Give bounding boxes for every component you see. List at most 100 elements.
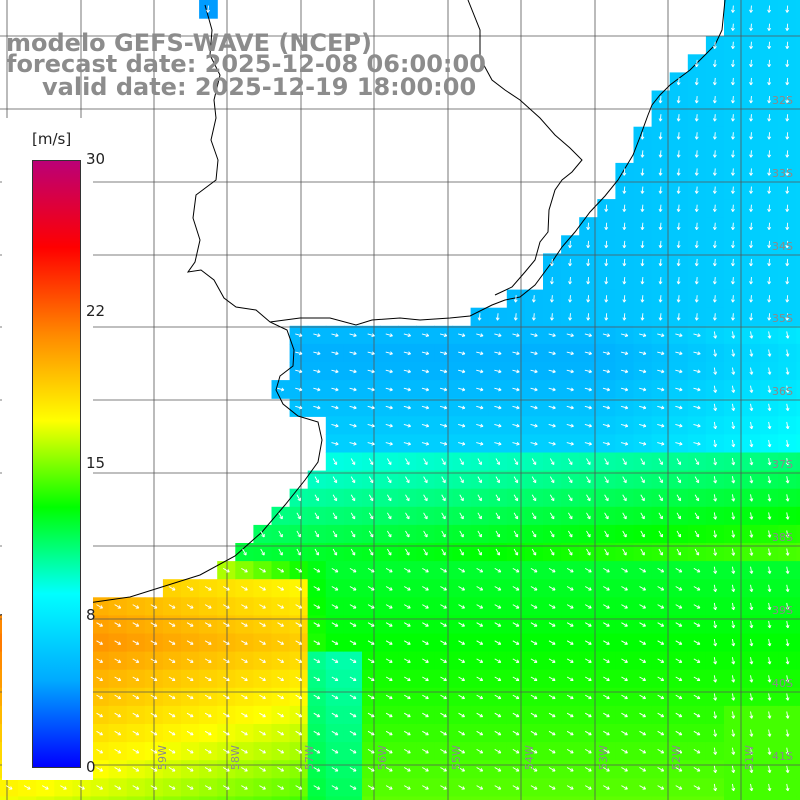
wind-arrow — [439, 333, 448, 338]
wind-arrow — [313, 658, 321, 663]
wind-arrow — [604, 240, 609, 249]
wind-arrow — [295, 568, 303, 573]
wind-arrow — [368, 494, 374, 502]
wind-arrow — [621, 658, 628, 663]
wind-arrow — [331, 712, 339, 718]
wind-arrow — [295, 369, 303, 374]
wind-arrow — [548, 351, 556, 356]
wind-arrow — [150, 694, 158, 700]
wind-arrow — [421, 333, 430, 338]
wind-arrow — [440, 767, 447, 772]
wind-arrow — [640, 258, 645, 267]
wind-cell — [796, 362, 800, 381]
wind-arrow — [440, 604, 447, 609]
wind-arrow — [132, 749, 140, 754]
wind-arrow — [512, 369, 520, 374]
wind-arrow — [603, 640, 610, 645]
wind-arrow — [604, 295, 609, 303]
lon-label: 53W — [597, 745, 610, 770]
wind-arrow — [296, 548, 301, 556]
colorbar-tick-22: 22 — [86, 302, 106, 320]
wind-arrow — [566, 568, 574, 573]
wind-arrow — [604, 548, 609, 556]
wind-arrow — [150, 730, 158, 736]
wind-arrow — [313, 351, 321, 356]
wind-arrow — [277, 568, 284, 573]
wind-arrow — [349, 658, 357, 663]
wind-arrow — [620, 369, 629, 374]
wind-arrow — [405, 476, 410, 484]
wind-arrow — [621, 676, 628, 682]
wind-arrow — [96, 676, 103, 682]
wind-cell — [796, 597, 800, 616]
wind-arrow — [568, 512, 573, 520]
wind-arrow — [512, 622, 520, 627]
wind-arrow — [313, 730, 321, 736]
wind-arrow — [296, 512, 301, 520]
wind-arrow — [96, 604, 103, 609]
wind-arrow — [222, 785, 230, 790]
wind-arrow — [639, 640, 646, 645]
lat-label: 38S — [772, 531, 793, 544]
wind-cell — [561, 796, 580, 800]
wind-arrow — [476, 568, 484, 573]
wind-cell — [488, 796, 508, 800]
wind-arrow — [241, 604, 248, 609]
wind-cell — [0, 796, 19, 800]
wind-arrow — [603, 622, 610, 627]
wind-arrow — [186, 586, 194, 591]
wind-arrow — [586, 458, 591, 465]
wind-arrow — [313, 586, 321, 591]
wind-cell — [217, 796, 236, 800]
wind-arrow — [548, 387, 556, 392]
wind-arrow — [367, 586, 375, 591]
wind-arrow — [584, 640, 592, 645]
wind-arrow — [640, 204, 645, 212]
wind-arrow — [403, 586, 411, 591]
wind-arrow — [621, 694, 628, 700]
lon-label: 51W — [743, 745, 756, 770]
wind-arrow — [476, 676, 484, 682]
wind-arrow — [440, 568, 447, 573]
wind-arrow — [96, 622, 103, 627]
wind-arrow — [584, 694, 592, 700]
wind-arrow — [421, 387, 430, 392]
wind-arrow — [548, 586, 556, 591]
wind-cell — [796, 470, 800, 490]
wind-arrow — [295, 676, 303, 682]
wind-arrow — [204, 785, 212, 790]
wind-arrow — [622, 258, 627, 267]
wind-arrow — [387, 458, 392, 465]
wind-arrow — [204, 658, 212, 663]
wind-arrow — [441, 512, 446, 520]
wind-arrow — [132, 785, 140, 790]
wind-arrow — [403, 604, 411, 609]
wind-arrow — [367, 785, 375, 790]
wind-arrow — [168, 604, 176, 609]
wind-arrow — [168, 767, 176, 772]
wind-arrow — [385, 785, 393, 790]
wind-arrow — [222, 749, 230, 754]
wind-arrow — [367, 405, 375, 410]
wind-arrow — [604, 476, 609, 484]
wind-arrow — [658, 114, 663, 122]
wind-arrow — [658, 458, 663, 465]
wind-arrow — [277, 749, 284, 754]
wind-arrow — [295, 333, 303, 338]
colorbar-unit: [m/s] — [32, 130, 72, 148]
wind-arrow — [657, 369, 665, 374]
wind-arrow — [603, 730, 610, 736]
wind-cell — [796, 398, 800, 417]
wind-cell — [796, 162, 800, 182]
wind-arrow — [295, 767, 303, 772]
wind-arrow — [295, 640, 303, 645]
wind-arrow — [296, 530, 301, 538]
wind-arrow — [604, 512, 609, 520]
wind-arrow — [114, 785, 122, 790]
wind-arrow — [658, 150, 663, 158]
wind-arrow — [530, 441, 538, 446]
wind-arrow — [313, 369, 321, 374]
wind-arrow — [531, 494, 537, 502]
wind-arrow — [531, 548, 537, 556]
wind-arrow — [476, 767, 484, 772]
